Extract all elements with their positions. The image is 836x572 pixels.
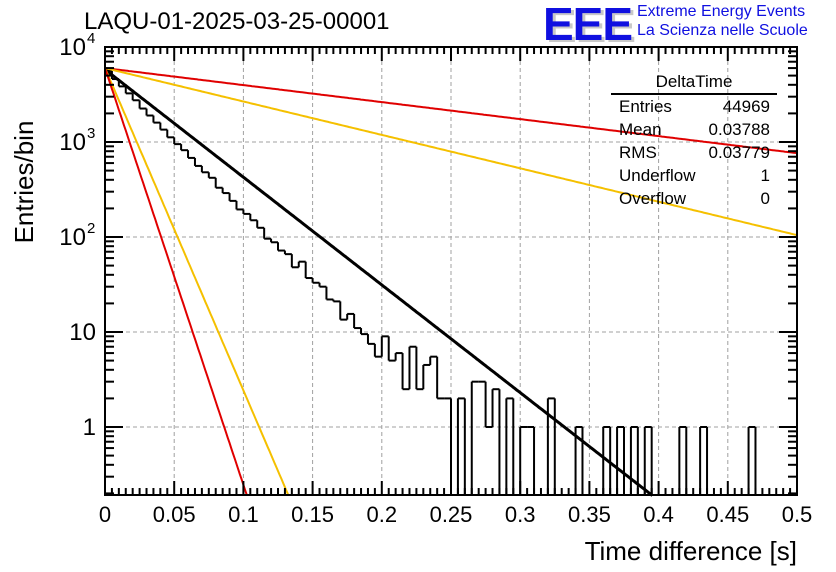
chart-title: LAQU-01-2025-03-25-00001 <box>84 8 390 35</box>
curve-fit <box>104 68 654 497</box>
curve-red-fast <box>104 67 248 496</box>
y-axis-label: Entries/bin <box>9 121 39 244</box>
x-tick-label: 0.35 <box>568 502 611 527</box>
curve-yellow-fast <box>104 67 290 496</box>
stats-value: 0.03779 <box>708 143 770 162</box>
x-tick-label: 0.1 <box>228 502 259 527</box>
y-tick-label: 10 <box>69 319 96 346</box>
axis-ticks <box>104 46 798 495</box>
x-tick-label: 0.5 <box>782 502 813 527</box>
x-tick-label: 0 <box>99 502 111 527</box>
x-tick-label: 0.45 <box>706 502 749 527</box>
x-tick-label: 0.2 <box>367 502 398 527</box>
stats-label: RMS <box>619 143 657 162</box>
stats-label: Mean <box>619 120 662 139</box>
stats-value: 0.03788 <box>708 120 770 139</box>
stats-row-rms: RMS 0.03779 <box>611 141 777 164</box>
x-tick-label: 0.25 <box>430 502 473 527</box>
y-tick-label: 10 <box>59 129 86 156</box>
stats-value: 0 <box>760 189 770 208</box>
stats-value: 44969 <box>722 97 770 116</box>
stats-label: Entries <box>619 97 672 116</box>
tick-labels: 0 0.05 0.1 0.15 0.2 0.25 0.3 0.35 0.4 0.45 0.510 41… <box>59 30 812 527</box>
x-tick-label: 0.05 <box>153 502 196 527</box>
logo-line-1: Extreme Energy Events <box>637 3 806 20</box>
stats-row-overflow: Overflow 0 <box>611 187 777 210</box>
y-tick-exponent: 3 <box>87 125 95 142</box>
fit-curves <box>104 67 798 497</box>
stats-row-entries: Entries 44969 <box>611 95 777 118</box>
stats-value: 1 <box>760 166 770 185</box>
eee-logo: EEE <box>543 0 633 50</box>
x-tick-label: 0.15 <box>291 502 334 527</box>
stats-label: Underflow <box>619 166 696 185</box>
stats-row-mean: Mean 0.03788 <box>611 118 777 141</box>
y-tick-label: 10 <box>59 34 86 61</box>
x-axis-label: Time difference [s] <box>585 536 797 566</box>
curve-yellow-slow <box>104 67 798 237</box>
logo-line-2: La Scienza nelle Scuole <box>637 22 808 39</box>
y-tick-label: 10 <box>59 224 86 251</box>
curve-red-slow <box>104 67 798 155</box>
y-tick-label: 1 <box>83 414 96 441</box>
y-tick-exponent: 4 <box>87 30 95 47</box>
histogram-bars <box>105 69 757 495</box>
stats-row-underflow: Underflow 1 <box>611 164 777 187</box>
stats-box: DeltaTime Entries 44969 Mean 0.03788 RMS 0.… <box>611 72 777 210</box>
stats-label: Overflow <box>619 189 687 208</box>
x-tick-label: 0.3 <box>505 502 536 527</box>
y-tick-exponent: 2 <box>87 220 95 237</box>
stats-title: DeltaTime <box>611 72 777 95</box>
x-tick-label: 0.4 <box>643 502 674 527</box>
